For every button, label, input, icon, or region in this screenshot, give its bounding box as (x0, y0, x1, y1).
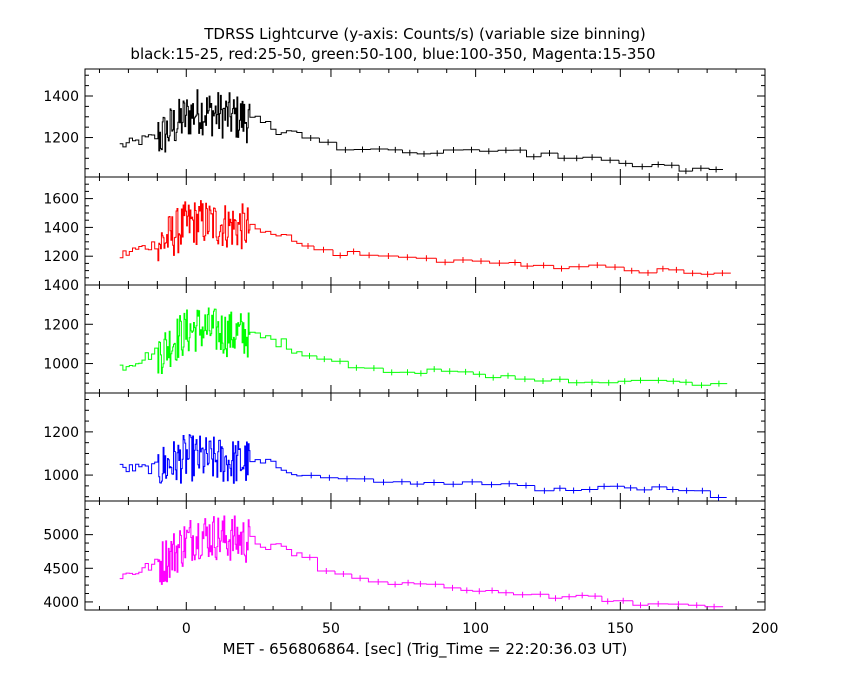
y-tick-label: 1200 (43, 317, 79, 333)
y-tick-label: 1200 (43, 425, 79, 441)
panel-2: 1000 1200 1400 (43, 278, 766, 394)
y-tick-label: 1600 (43, 192, 79, 208)
series-line (119, 200, 731, 278)
panel-frame (84, 500, 766, 611)
x-axis-label: MET - 656806864. [sec] (Trig_Time = 22:2… (223, 640, 628, 659)
x-tick-label: 50 (322, 621, 340, 637)
panel-frame (84, 392, 766, 502)
panel-0: 1200 1400 (43, 68, 766, 178)
series-line (119, 434, 727, 501)
y-tick-label: 1400 (43, 89, 79, 105)
series-line (119, 515, 724, 610)
x-tick-label: 0 (182, 621, 191, 637)
y-tick-label: 1000 (43, 468, 79, 484)
chart-subtitle: black:15-25, red:25-50, green:50-100, bl… (130, 45, 655, 63)
y-tick-label: 4500 (43, 561, 79, 577)
y-tick-label: 5000 (43, 528, 79, 544)
series-line (119, 307, 728, 389)
y-tick-label: 1000 (43, 357, 79, 373)
chart-title: TDRSS Lightcurve (y-axis: Counts/s) (var… (203, 25, 646, 43)
panel-3: 1000 1200 (43, 392, 766, 502)
panel-4: 4000 4500 5000 (43, 500, 766, 611)
panel-1: 1200 1400 1600 (43, 176, 766, 286)
y-tick-label: 4000 (43, 595, 79, 611)
panel-frame (84, 68, 766, 178)
panels-group: 1200140012001400160010001200140010001200… (43, 68, 779, 637)
x-tick-label: 100 (462, 621, 489, 637)
x-tick-label: 150 (607, 621, 634, 637)
y-tick-label: 1200 (43, 249, 79, 265)
x-tick-label: 200 (752, 621, 779, 637)
y-tick-label: 1400 (43, 278, 79, 294)
y-tick-label: 1400 (43, 220, 79, 236)
y-tick-label: 1200 (43, 131, 79, 147)
series-line (119, 89, 723, 175)
